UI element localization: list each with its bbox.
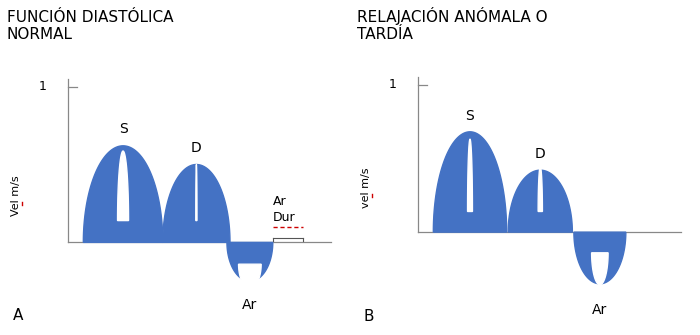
Polygon shape — [118, 151, 129, 220]
Polygon shape — [83, 146, 163, 243]
Text: Ar: Ar — [242, 298, 258, 313]
Polygon shape — [433, 132, 507, 232]
Text: D: D — [535, 147, 546, 161]
Polygon shape — [592, 253, 608, 285]
Text: A: A — [13, 309, 23, 323]
Text: D: D — [191, 141, 202, 155]
Polygon shape — [227, 243, 273, 281]
Text: Vel m/s: Vel m/s — [11, 175, 21, 216]
Text: Ar: Ar — [592, 303, 608, 317]
Text: RELAJACIÓN ANÓMALA O
TARDÍA: RELAJACIÓN ANÓMALA O TARDÍA — [357, 7, 547, 42]
Text: 1: 1 — [38, 80, 47, 93]
Polygon shape — [163, 164, 230, 243]
Text: S: S — [119, 123, 127, 136]
Polygon shape — [468, 139, 472, 211]
Polygon shape — [239, 264, 261, 288]
Polygon shape — [574, 232, 626, 284]
Text: vel m/s: vel m/s — [361, 168, 371, 208]
Polygon shape — [508, 170, 573, 232]
Text: FUNCIÓN DIASTÓLICA
NORMAL: FUNCIÓN DIASTÓLICA NORMAL — [7, 10, 174, 42]
Polygon shape — [196, 164, 197, 220]
Polygon shape — [538, 167, 543, 211]
Text: 1: 1 — [389, 78, 397, 91]
Text: Dur: Dur — [273, 211, 295, 224]
Text: Ar: Ar — [273, 195, 286, 208]
Text: S: S — [466, 109, 475, 123]
Text: B: B — [363, 309, 374, 324]
